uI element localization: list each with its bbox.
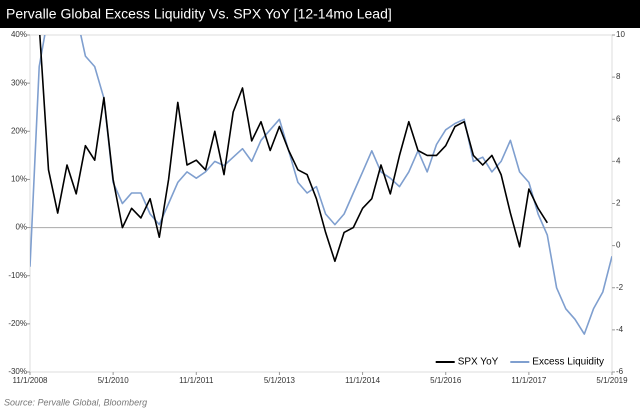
legend-label: Excess Liquidity (532, 357, 604, 368)
x-tick-label: 5/1/2013 (264, 376, 296, 385)
title-bar (0, 0, 640, 28)
x-tick-label: 5/1/2010 (98, 376, 130, 385)
y2-tick-label: -2 (616, 283, 624, 292)
y2-tick-label: 8 (616, 72, 621, 81)
x-tick-label: 11/1/2008 (13, 376, 49, 385)
series-line (39, 35, 548, 263)
series-group (30, 35, 612, 335)
source: Source: Pervalle Global, Bloomberg (4, 397, 147, 407)
y-tick-label: -10% (8, 271, 27, 280)
y-tick-label: 0% (15, 223, 27, 232)
y2-tick-label: 0 (616, 241, 621, 250)
y-tick-label: -30% (8, 367, 27, 376)
series-line (30, 35, 612, 335)
x-tick-label: 5/1/2019 (596, 376, 628, 385)
chart-title: Pervalle Global Excess Liquidity Vs. SPX… (6, 6, 392, 22)
x-tick-label: 5/1/2016 (430, 376, 462, 385)
y2-tick-label: -4 (616, 325, 624, 334)
x-tick-label: 11/1/2011 (179, 376, 214, 385)
x-tick-label: 11/1/2014 (345, 376, 381, 385)
y2-tick-label: 10 (616, 30, 625, 39)
legend-label: SPX YoY (458, 357, 499, 368)
y-tick-label: 30% (11, 78, 27, 87)
y2-tick-label: 2 (616, 199, 621, 208)
y2-tick-label: 6 (616, 114, 621, 123)
y-tick-label: 20% (11, 126, 27, 135)
y-tick-label: 40% (11, 30, 27, 39)
y2-tick-label: -6 (616, 367, 624, 376)
y-tick-label: 10% (11, 175, 27, 184)
x-tick-label: 11/1/2017 (511, 376, 547, 385)
y2-tick-label: 4 (616, 156, 621, 165)
y-tick-label: -20% (8, 319, 27, 328)
